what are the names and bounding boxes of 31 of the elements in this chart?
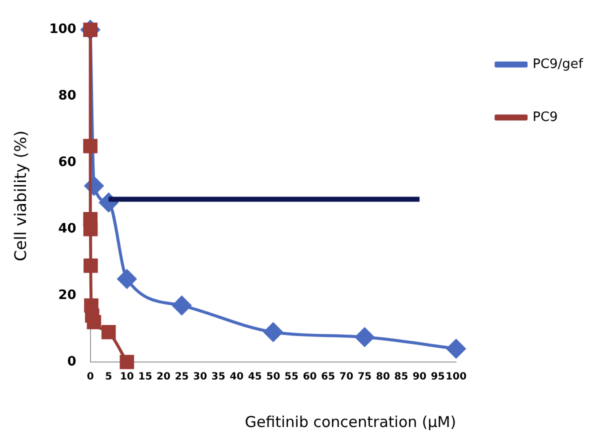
x-tick-label: 70 bbox=[339, 372, 354, 383]
x-tick-label: 25 bbox=[174, 372, 189, 383]
x-tick-label: 10 bbox=[120, 372, 134, 383]
x-axis-title: Gefitinib concentration (µM) bbox=[244, 412, 456, 431]
y-tick-label: 80 bbox=[58, 88, 76, 104]
y-tick-label: 40 bbox=[58, 221, 76, 236]
x-tick-label: 80 bbox=[376, 372, 390, 383]
x-tick-label: 60 bbox=[302, 372, 317, 383]
x-tick-label: 85 bbox=[394, 372, 408, 383]
x-tick-label: 65 bbox=[321, 372, 336, 383]
y-tick-label: 100 bbox=[49, 22, 76, 38]
x-tick-label: 35 bbox=[211, 372, 226, 383]
y-axis-title: Cell viability (%) bbox=[10, 130, 30, 262]
x-tick-label: 40 bbox=[230, 372, 244, 383]
x-tick-label: 5 bbox=[105, 372, 112, 383]
legend-label: PC9/gef bbox=[532, 56, 584, 72]
y-tick-label: 0 bbox=[67, 354, 76, 370]
x-tick-label: 15 bbox=[138, 372, 152, 383]
x-tick-label: 30 bbox=[193, 372, 208, 383]
x-tick-label: 45 bbox=[248, 372, 262, 383]
x-tick-label: 50 bbox=[266, 372, 280, 383]
x-tick-label: 75 bbox=[358, 372, 372, 383]
x-tick-label: 55 bbox=[284, 372, 299, 383]
y-tick-label: 60 bbox=[58, 155, 76, 170]
x-tick-label: 20 bbox=[156, 372, 170, 383]
x-tick-label: 95 bbox=[430, 372, 445, 383]
x-tick-label: 100 bbox=[446, 372, 467, 383]
x-tick-label: 0 bbox=[86, 372, 94, 383]
x-tick-label: 90 bbox=[412, 372, 427, 383]
legend-label: PC9 bbox=[532, 110, 558, 125]
y-tick-label: 20 bbox=[58, 288, 76, 303]
